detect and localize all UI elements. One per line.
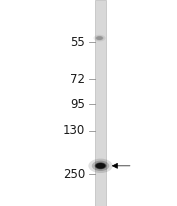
Ellipse shape [93,35,105,41]
Text: 130: 130 [63,124,85,137]
Ellipse shape [96,36,103,40]
Ellipse shape [95,162,106,169]
Bar [95,0,106,206]
Text: 55: 55 [70,36,85,49]
Ellipse shape [96,163,105,169]
Text: 250: 250 [63,167,85,181]
Text: 95: 95 [70,97,85,111]
Text: 72: 72 [70,73,85,86]
Ellipse shape [88,159,113,173]
Ellipse shape [92,161,109,171]
Ellipse shape [95,36,104,40]
